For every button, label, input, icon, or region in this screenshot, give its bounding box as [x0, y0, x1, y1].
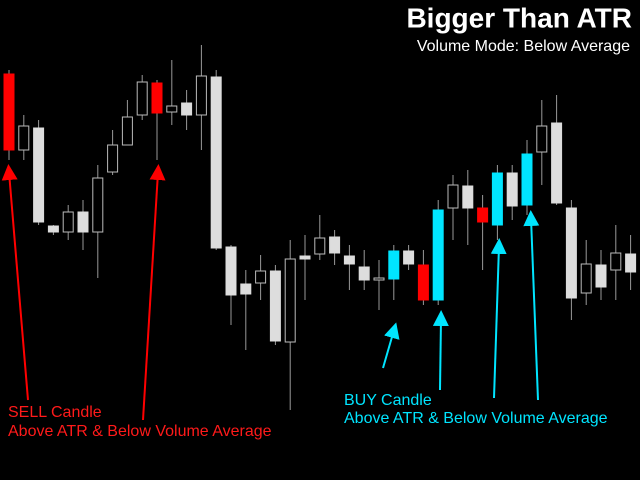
- candle-body: [580, 263, 592, 294]
- chart-subtitle: Volume Mode: Below Average: [417, 38, 630, 55]
- arrow: [1, 164, 29, 401]
- candle-body: [92, 177, 104, 233]
- arrow: [490, 238, 507, 399]
- candle-body: [506, 172, 518, 207]
- candle-body: [403, 250, 415, 265]
- candle-body: [269, 270, 281, 342]
- annotation: SELL Candle: [8, 404, 102, 421]
- candle-body: [47, 225, 59, 233]
- candle-body: [491, 172, 503, 226]
- candle-body: [299, 255, 311, 260]
- candle-body: [151, 82, 163, 114]
- candle-body: [447, 184, 459, 209]
- arrow: [523, 210, 540, 401]
- candle-body: [536, 125, 548, 153]
- chart-title: Bigger Than ATR: [406, 2, 632, 33]
- candles: [3, 45, 637, 410]
- candle-body: [210, 76, 222, 249]
- candle-body: [33, 127, 45, 223]
- candle-body: [255, 270, 267, 284]
- candle-body: [329, 236, 341, 254]
- candle-body: [358, 266, 370, 281]
- annotation: Above ATR & Below Volume Average: [344, 410, 608, 427]
- candle-body: [462, 185, 474, 209]
- candle-body: [121, 116, 133, 146]
- candle-body: [136, 81, 148, 116]
- candle-body: [225, 246, 237, 296]
- candle-body: [343, 255, 355, 265]
- arrow: [432, 310, 449, 391]
- candle-body: [595, 264, 607, 288]
- candle-body: [521, 153, 533, 206]
- candle-body: [240, 283, 252, 295]
- arrow: [382, 322, 400, 369]
- annotation: BUY Candle: [344, 392, 432, 409]
- candle-body: [195, 75, 207, 116]
- candle-body: [107, 144, 119, 173]
- candle-body: [284, 258, 296, 343]
- candle-body: [314, 237, 326, 255]
- candle-body: [610, 252, 622, 271]
- candle-body: [77, 211, 89, 233]
- annotation: Above ATR & Below Volume Average: [8, 423, 272, 440]
- candle-body: [3, 73, 15, 151]
- candle-body: [18, 125, 30, 151]
- candle-body: [166, 105, 178, 113]
- candle-body: [417, 264, 429, 301]
- arrows: [1, 164, 540, 421]
- candle-body: [625, 253, 637, 273]
- candle-body: [565, 207, 577, 299]
- candle-body: [551, 122, 563, 204]
- candle-body: [181, 102, 193, 116]
- candle-body: [62, 211, 74, 233]
- arrow: [142, 164, 166, 421]
- candle-body: [373, 277, 385, 281]
- candle-body: [432, 209, 444, 301]
- candle-body: [388, 250, 400, 280]
- candle-body: [477, 207, 489, 223]
